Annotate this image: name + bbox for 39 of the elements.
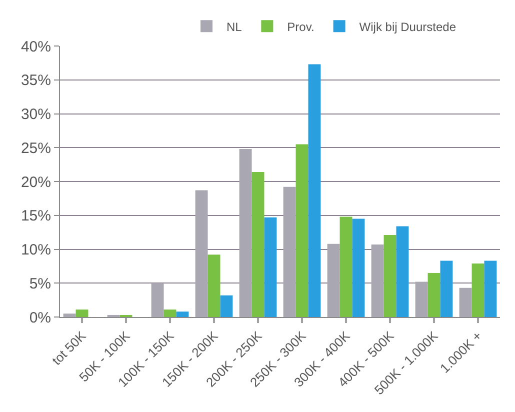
legend-label: Prov.: [287, 20, 314, 34]
bar: [239, 148, 252, 317]
bar: [164, 310, 176, 317]
bar: [459, 288, 472, 317]
x-tick-label: tot 50K: [48, 328, 89, 368]
bar: [151, 283, 164, 317]
y-tick-label: 15%: [20, 208, 51, 225]
bar: [264, 217, 277, 317]
bar: [384, 235, 396, 317]
bar: [440, 260, 453, 317]
bar: [296, 144, 308, 317]
bar: [220, 295, 233, 317]
legend-label: Wijk bij Duurstede: [359, 20, 456, 34]
bar: [176, 312, 189, 317]
bar: [195, 190, 208, 317]
y-tick-label: 0%: [29, 309, 51, 326]
bar: [415, 282, 428, 317]
bar: [308, 64, 321, 317]
bar: [327, 244, 340, 317]
y-tick-label: 30%: [20, 106, 51, 123]
bar: [472, 263, 484, 317]
y-tick-label: 40%: [20, 38, 51, 56]
bar: [283, 186, 296, 317]
bar: [208, 254, 220, 317]
y-tick-label: 35%: [20, 72, 51, 90]
bar: [428, 272, 440, 317]
y-tick-label: 10%: [20, 242, 51, 258]
y-tick-label: 20%: [20, 174, 51, 191]
bar: [396, 226, 409, 317]
bar: [63, 314, 76, 317]
y-tick-label: 5%: [29, 275, 51, 292]
bar: [76, 310, 88, 317]
bar: [484, 260, 497, 317]
y-tick-label: 25%: [20, 140, 51, 157]
bar: [352, 218, 365, 317]
bar: [371, 244, 384, 317]
bar: [252, 172, 264, 317]
bar: [340, 216, 352, 317]
legend-label: NL: [226, 20, 242, 34]
